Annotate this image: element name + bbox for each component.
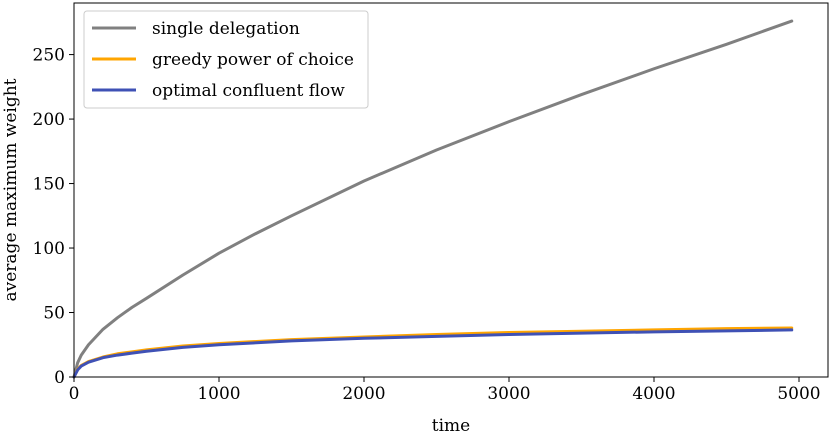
y-tick-label: 200 <box>33 110 65 130</box>
x-tick-label: 5000 <box>777 384 820 404</box>
plot-frame <box>73 2 829 378</box>
y-tick-label: 0 <box>54 368 65 388</box>
plot-lines <box>72 19 794 379</box>
legend-label-2: greedy power of choice <box>152 50 354 70</box>
x-tick-label: 3000 <box>487 384 530 404</box>
x-tick-label: 0 <box>69 384 80 404</box>
series-line-3 <box>72 328 794 379</box>
legend-label-1: single delegation <box>152 19 300 39</box>
y-tick-label: 250 <box>33 46 65 66</box>
y-tick-label: 150 <box>33 175 65 195</box>
series-line-1 <box>72 19 794 379</box>
x-tick-label: 2000 <box>342 384 385 404</box>
y-axis: 0 50 100 150 200 250 <box>33 46 74 388</box>
y-tick-label: 50 <box>43 304 65 324</box>
x-axis: 0 1000 2000 3000 4000 5000 <box>69 377 821 404</box>
x-tick-label: 1000 <box>197 384 240 404</box>
x-tick-label: 4000 <box>632 384 675 404</box>
y-tick-label: 100 <box>33 239 65 259</box>
x-axis-label: time <box>432 416 470 433</box>
y-axis-label: average maximum weight <box>1 78 21 301</box>
legend-label-3: optimal confluent flow <box>152 81 345 101</box>
legend: single delegation greedy power of choice o… <box>83 10 369 109</box>
legend-box <box>83 10 369 109</box>
